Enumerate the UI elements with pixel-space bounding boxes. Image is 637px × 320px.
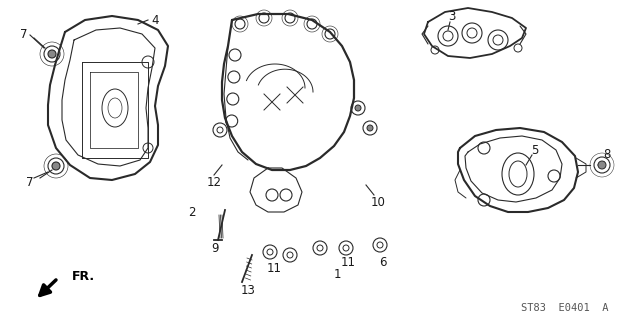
Text: 4: 4 xyxy=(151,13,159,27)
Text: 3: 3 xyxy=(448,10,455,22)
Text: 5: 5 xyxy=(531,143,539,156)
Text: 6: 6 xyxy=(379,257,387,269)
Circle shape xyxy=(367,125,373,131)
Text: 9: 9 xyxy=(211,242,218,254)
Text: 8: 8 xyxy=(603,148,611,162)
Text: 1: 1 xyxy=(333,268,341,282)
Circle shape xyxy=(52,162,60,170)
Text: ST83  E0401  A: ST83 E0401 A xyxy=(521,303,609,313)
Text: 7: 7 xyxy=(26,175,34,188)
Text: FR.: FR. xyxy=(72,269,95,283)
Circle shape xyxy=(355,105,361,111)
Text: 10: 10 xyxy=(371,196,385,209)
Text: 2: 2 xyxy=(189,205,196,219)
Text: 11: 11 xyxy=(266,261,282,275)
Circle shape xyxy=(48,50,56,58)
Text: 11: 11 xyxy=(341,255,355,268)
Text: 7: 7 xyxy=(20,28,28,42)
Text: 13: 13 xyxy=(241,284,255,297)
Circle shape xyxy=(598,161,606,169)
Text: 12: 12 xyxy=(206,175,222,188)
